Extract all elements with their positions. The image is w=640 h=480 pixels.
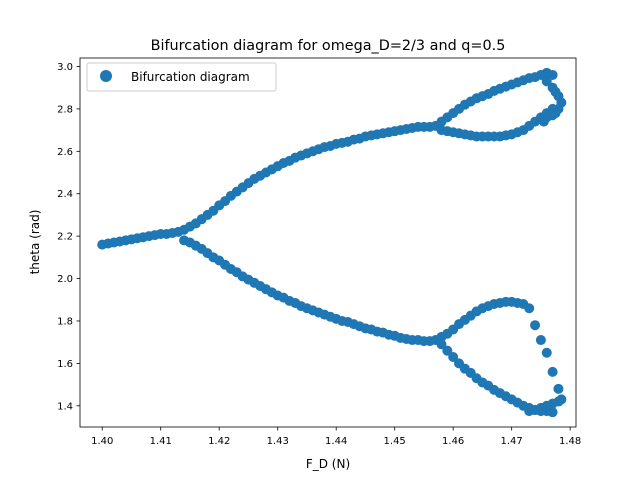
x-tick-label: 1.44	[325, 436, 347, 447]
x-tick-label: 1.41	[150, 436, 172, 447]
x-tick-label: 1.43	[267, 436, 289, 447]
x-tick-label: 1.40	[91, 436, 113, 447]
y-tick-label: 2.0	[57, 274, 73, 285]
y-axis: 1.4 1.6 1.8 2.0 2.2 2.4 2.6 2.8 3.0	[57, 62, 80, 412]
x-tick-label: 1.48	[559, 436, 581, 447]
data-point	[436, 339, 447, 350]
y-axis-label: theta (rad)	[28, 210, 42, 275]
data-point	[524, 303, 535, 314]
y-tick-label: 2.2	[57, 232, 73, 243]
data-point	[538, 116, 549, 127]
y-tick-label: 2.6	[57, 147, 73, 158]
x-axis-label: F_D (N)	[306, 457, 350, 471]
x-tick-label: 1.46	[442, 436, 464, 447]
y-tick-label: 1.8	[57, 316, 73, 327]
data-point	[541, 347, 552, 358]
x-tick-label: 1.42	[208, 436, 230, 447]
y-tick-label: 2.8	[57, 104, 73, 115]
legend-label: Bifurcation diagram	[131, 70, 250, 84]
y-tick-label: 3.0	[57, 62, 73, 73]
x-tick-label: 1.47	[501, 436, 523, 447]
scatter-points	[97, 67, 567, 418]
data-point	[553, 383, 564, 394]
data-point	[530, 320, 541, 331]
data-point	[524, 406, 535, 417]
data-point	[442, 345, 453, 356]
plot-frame	[79, 57, 577, 428]
legend-marker	[100, 70, 112, 82]
x-tick-label: 1.45	[384, 436, 406, 447]
y-tick-label: 2.4	[57, 189, 73, 200]
data-point	[535, 335, 546, 346]
data-point	[547, 366, 558, 377]
legend-box	[86, 62, 277, 92]
data-point	[541, 76, 552, 87]
y-tick-label: 1.4	[57, 401, 73, 412]
data-point	[547, 407, 558, 418]
y-tick-label: 1.6	[57, 359, 73, 370]
legend: Bifurcation diagram	[86, 62, 277, 92]
chart-title: Bifurcation diagram for omega_D=2/3 and …	[151, 38, 506, 54]
data-point	[547, 69, 558, 80]
data-point	[448, 352, 459, 363]
x-axis: 1.40 1.41 1.42 1.43 1.44 1.45 1.46 1.47 1.48	[91, 427, 581, 447]
